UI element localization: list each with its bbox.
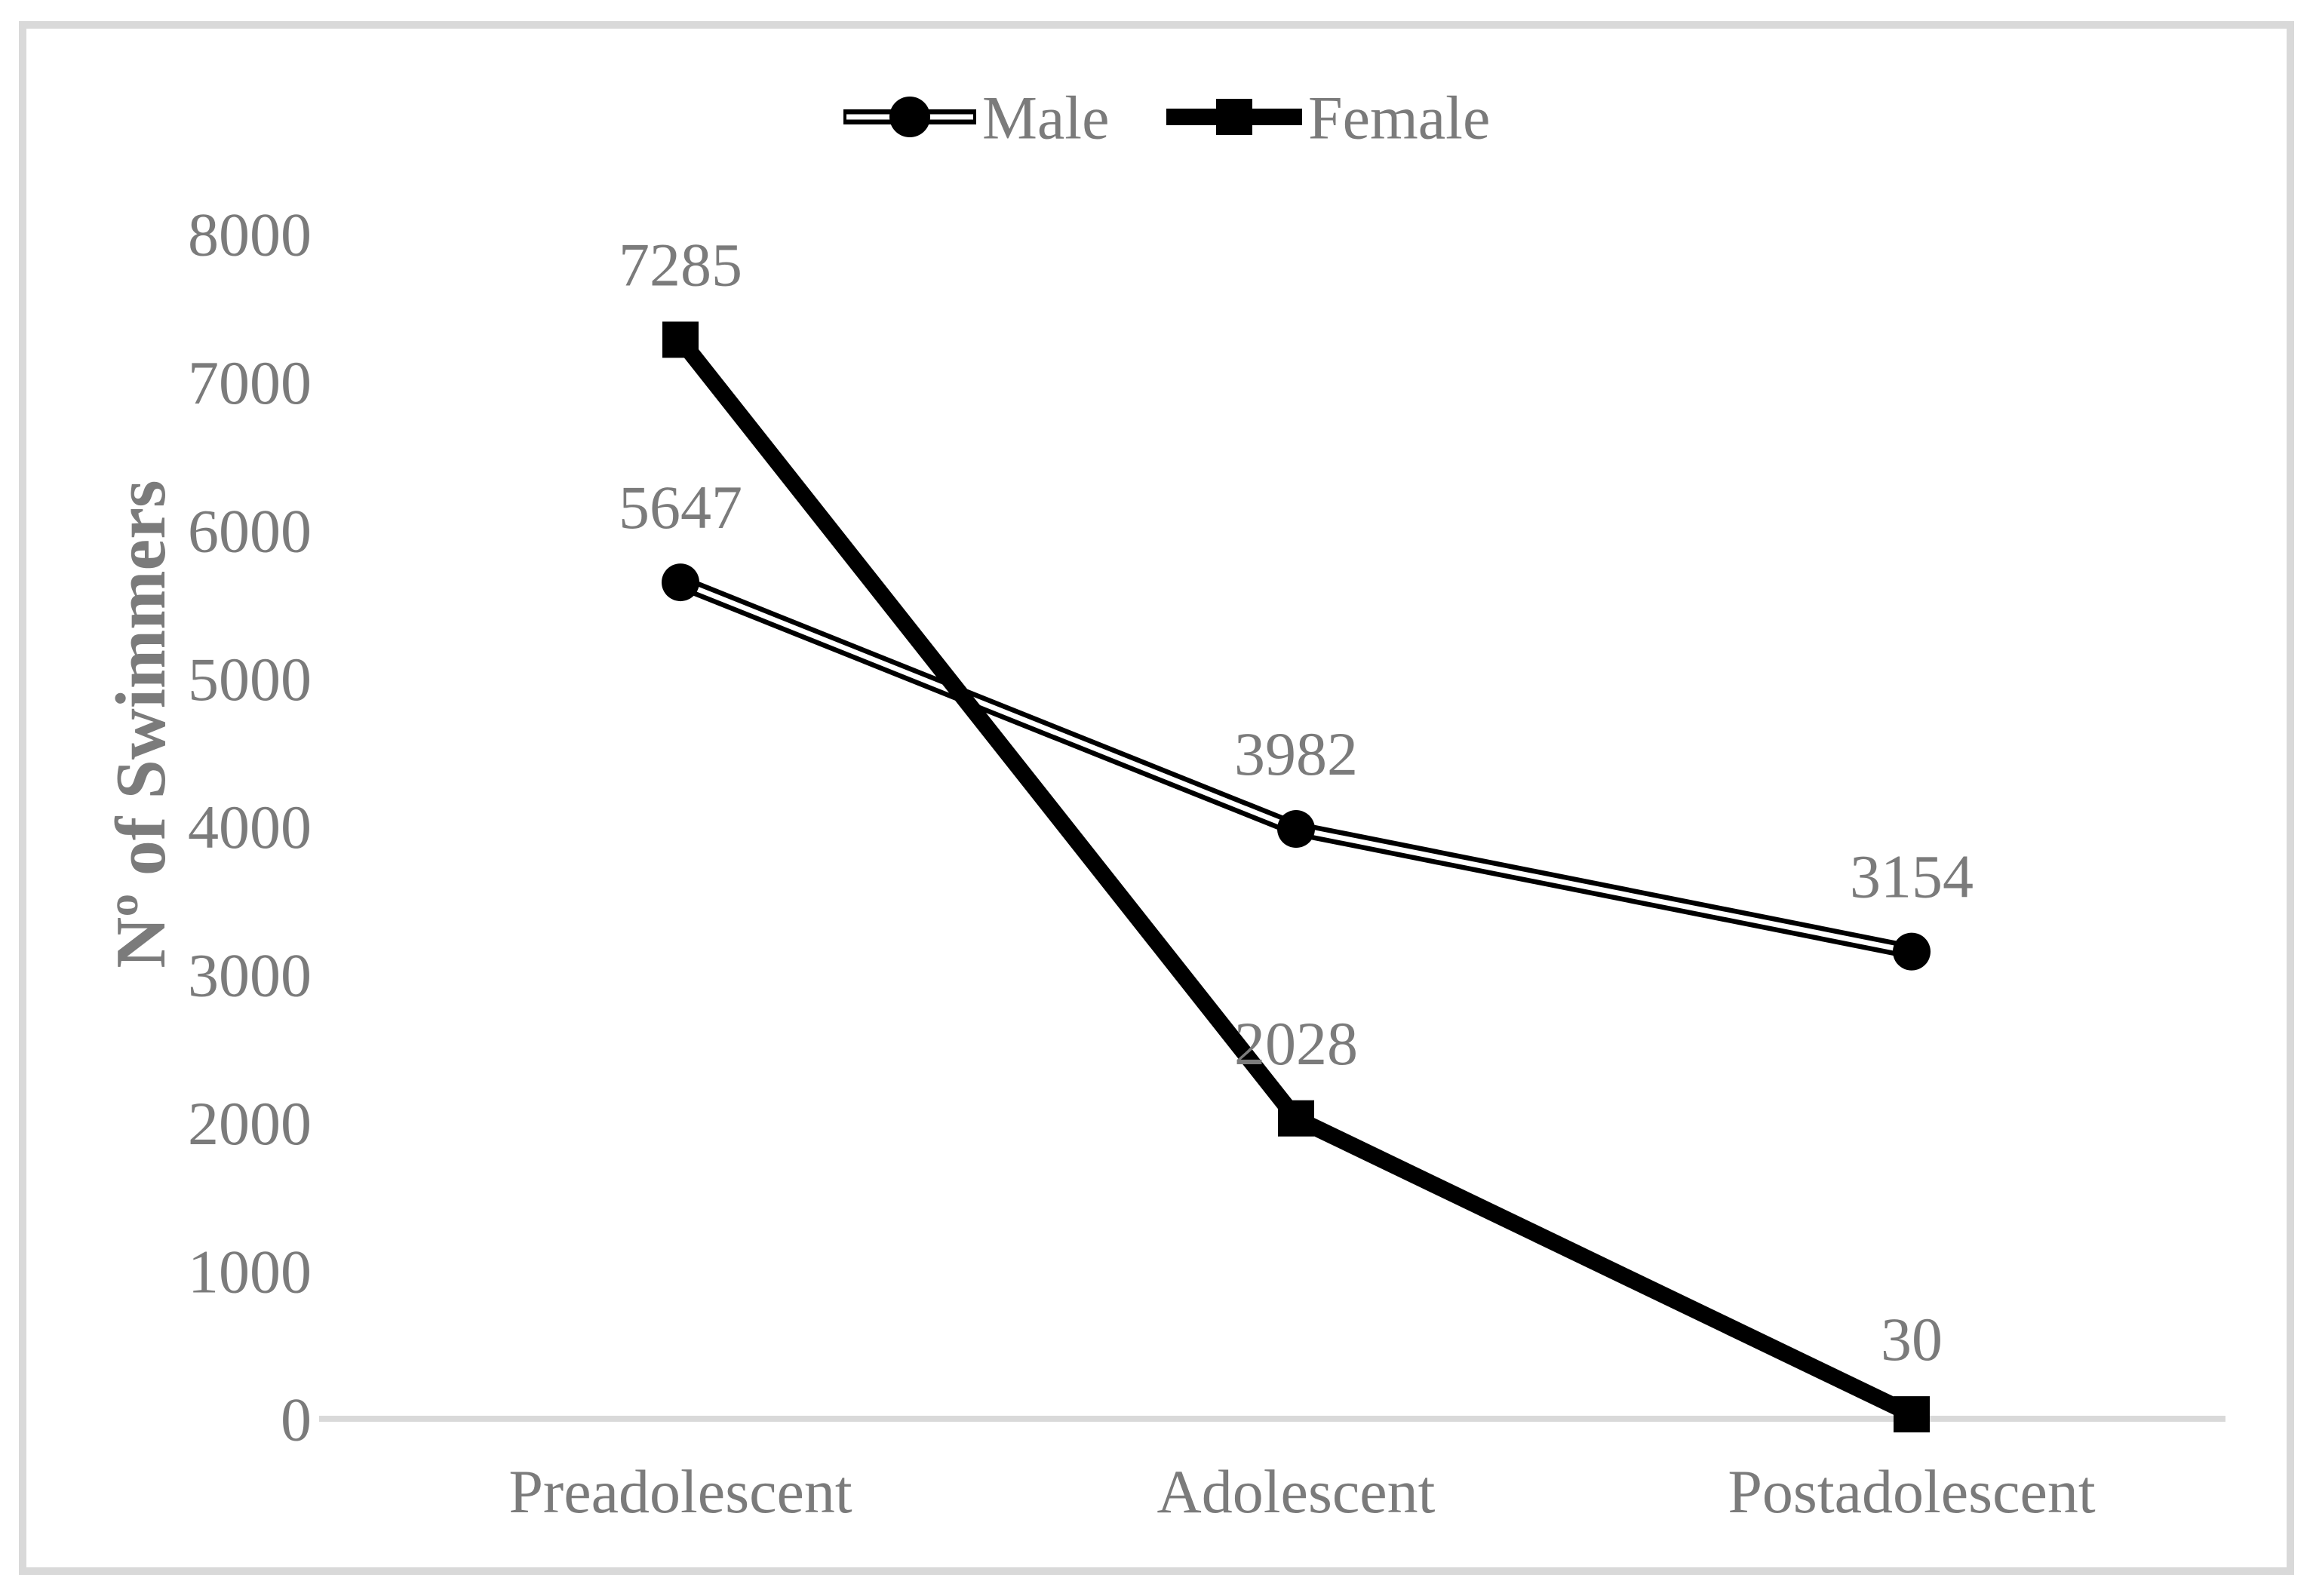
legend-male-circle-marker [889, 97, 930, 137]
male-data-label-postadolescent: 3154 [1850, 843, 1974, 911]
female-marker-adolescent [1278, 1100, 1314, 1137]
male-data-label-adolescent: 3982 [1234, 720, 1358, 788]
female-data-label-adolescent: 2028 [1234, 1009, 1358, 1078]
legend-female-label: Female [1308, 84, 1490, 152]
female-data-label-postadolescent: 30 [1881, 1305, 1943, 1373]
chart-legend: Male Female [843, 84, 1490, 152]
male-marker-adolescent [1277, 810, 1315, 849]
y-tick-label-6000: 6000 [188, 496, 312, 565]
y-tick-label-5000: 5000 [188, 645, 312, 714]
y-tick-label-3000: 3000 [188, 941, 312, 1010]
legend-male-label: Male [982, 84, 1109, 152]
y-tick-label-2000: 2000 [188, 1089, 312, 1158]
female-marker-postadolescent [1894, 1396, 1930, 1433]
y-tick-label-7000: 7000 [188, 348, 312, 417]
x-category-label-preadolescent: Preadolescent [508, 1457, 852, 1526]
y-tick-label-4000: 4000 [188, 793, 312, 861]
female-series-line [674, 334, 1915, 1423]
female-data-label-preadolescent: 7285 [619, 230, 742, 299]
y-axis-title: Nº of Swimmers [102, 480, 180, 968]
chart-frame-border [19, 21, 2294, 1575]
y-tick-label-8000: 8000 [188, 201, 312, 269]
male-marker-preadolescent [662, 563, 699, 602]
female-marker-preadolescent [662, 321, 699, 358]
male-marker-postadolescent [1893, 932, 1931, 971]
male-data-label-preadolescent: 5647 [619, 473, 742, 542]
y-tick-label-0: 0 [281, 1386, 312, 1454]
x-category-label-adolescent: Adolescent [1157, 1457, 1436, 1526]
legend-female-square-marker [1216, 99, 1252, 135]
y-tick-label-1000: 1000 [188, 1237, 312, 1306]
x-category-label-postadolescent: Postadolescent [1728, 1457, 2096, 1526]
